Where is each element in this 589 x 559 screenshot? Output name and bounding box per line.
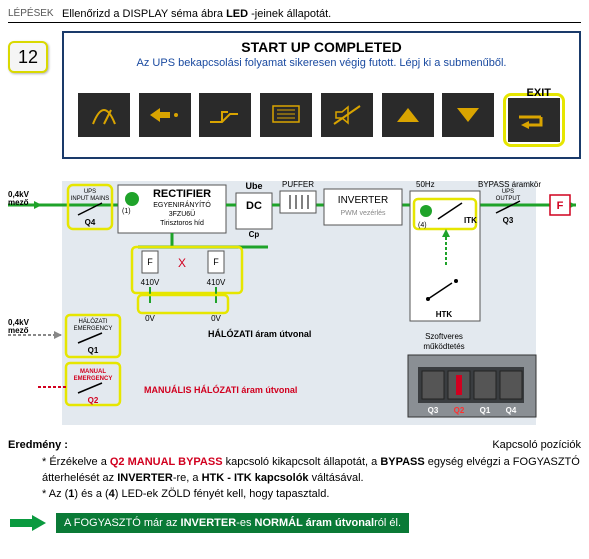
ups-diagram: 0,4kVmező UPS INPUT MAINS Q4 (1) RECTIFI… xyxy=(8,175,581,435)
svg-text:Cp: Cp xyxy=(249,230,260,239)
svg-text:410V: 410V xyxy=(141,278,160,287)
svg-text:UPS: UPS xyxy=(502,189,514,195)
svg-text:BYPASS áramkör: BYPASS áramkör xyxy=(478,180,541,189)
svg-text:Q3: Q3 xyxy=(428,406,439,415)
svg-text:PWM vezérlés: PWM vezérlés xyxy=(340,210,386,217)
diagram-svg: 0,4kVmező UPS INPUT MAINS Q4 (1) RECTIFI… xyxy=(8,175,581,435)
svg-text:HTK: HTK xyxy=(436,310,453,319)
panel-title: START UP COMPLETED xyxy=(74,39,569,55)
svg-text:Q4: Q4 xyxy=(506,406,517,415)
footer: A FOGYASZTÓ már az INVERTER-es NORMÁL ár… xyxy=(8,513,581,533)
svg-text:EGYENIRÁNYÍTÓ: EGYENIRÁNYÍTÓ xyxy=(153,200,211,209)
svg-text:Q4: Q4 xyxy=(85,218,96,227)
result-list: * Érzékelve a Q2 MANUAL BYPASS kapcsoló … xyxy=(42,455,581,503)
result-line-2: * Az (1) és a (4) LED-ek ZÖLD fényét kel… xyxy=(42,487,581,503)
exit-icon[interactable] xyxy=(508,98,560,142)
result-label: Eredmény : xyxy=(8,439,68,451)
svg-text:MANUAL: MANUAL xyxy=(80,369,106,375)
svg-text:Q2: Q2 xyxy=(88,396,99,405)
display-icon[interactable] xyxy=(260,93,312,137)
hand-icon[interactable] xyxy=(199,93,251,137)
result-line-1: * Érzékelve a Q2 MANUAL BYPASS kapcsoló … xyxy=(42,455,581,487)
step-number-badge: 12 xyxy=(8,41,48,73)
svg-text:Q1: Q1 xyxy=(480,406,491,415)
startup-panel: START UP COMPLETED Az UPS bekapcsolási f… xyxy=(62,31,581,159)
svg-text:INVERTER: INVERTER xyxy=(338,195,388,206)
svg-text:50Hz: 50Hz xyxy=(416,180,435,189)
exit-highlight xyxy=(503,93,565,147)
svg-text:HÁLÓZATI áram útvonal: HÁLÓZATI áram útvonal xyxy=(208,328,311,339)
svg-text:F: F xyxy=(557,200,564,212)
svg-text:(4): (4) xyxy=(418,222,427,229)
icon-row xyxy=(74,93,569,147)
svg-text:RECTIFIER: RECTIFIER xyxy=(153,188,211,200)
footer-bar: A FOGYASZTÓ már az INVERTER-es NORMÁL ár… xyxy=(56,513,409,533)
svg-text:X: X xyxy=(178,256,186,270)
svg-text:EMERGENCY: EMERGENCY xyxy=(74,326,113,332)
svg-text:Q1: Q1 xyxy=(88,346,99,355)
meter-icon[interactable] xyxy=(78,93,130,137)
mezo-top: 0,4kVmező xyxy=(8,190,30,207)
result-row: Eredmény : Kapcsoló pozíciók xyxy=(8,439,581,451)
steps-label: LÉPÉSEK xyxy=(8,8,62,19)
back-icon[interactable] xyxy=(139,93,191,137)
panel-subtitle: Az UPS bekapcsolási folyamat sikeresen v… xyxy=(74,57,569,69)
svg-text:ITK: ITK xyxy=(464,216,477,225)
svg-text:3FZU6Ü: 3FZU6Ü xyxy=(169,210,195,218)
svg-text:Ube: Ube xyxy=(245,181,262,191)
kapcsolo-label: Kapcsoló pozíciók xyxy=(492,439,581,451)
svg-text:OUTPUT: OUTPUT xyxy=(496,196,521,202)
svg-text:INPUT MAINS: INPUT MAINS xyxy=(71,196,110,202)
svg-text:F: F xyxy=(213,257,219,267)
down-icon[interactable] xyxy=(442,93,494,137)
svg-text:0,4kVmező: 0,4kVmező xyxy=(8,318,30,335)
svg-text:UPS: UPS xyxy=(84,189,96,195)
svg-text:DC: DC xyxy=(246,200,262,212)
svg-text:PUFFER: PUFFER xyxy=(282,180,314,189)
mute-icon[interactable] xyxy=(321,93,373,137)
svg-text:F: F xyxy=(147,257,153,267)
header-row: LÉPÉSEK Ellenőrizd a DISPLAY séma ábra L… xyxy=(8,8,581,23)
svg-text:Q2: Q2 xyxy=(454,406,465,415)
footer-arrow-icon xyxy=(8,513,48,533)
header-text: Ellenőrizd a DISPLAY séma ábra LED -jein… xyxy=(62,8,331,20)
svg-text:MANUÁLIS HÁLÓZATI áram útvonal: MANUÁLIS HÁLÓZATI áram útvonal xyxy=(144,384,297,395)
svg-text:Szoftveres: Szoftveres xyxy=(425,332,463,341)
svg-text:(1): (1) xyxy=(122,208,131,215)
svg-text:működtetés: működtetés xyxy=(423,342,464,351)
svg-text:HÁLÓZATI: HÁLÓZATI xyxy=(79,318,108,325)
svg-text:EMERGENCY: EMERGENCY xyxy=(74,376,113,382)
svg-text:0V: 0V xyxy=(211,314,221,323)
svg-text:Tirisztoros híd: Tirisztoros híd xyxy=(160,220,204,227)
svg-text:0V: 0V xyxy=(145,314,155,323)
svg-text:Q3: Q3 xyxy=(503,216,514,225)
svg-text:410V: 410V xyxy=(207,278,226,287)
up-icon[interactable] xyxy=(382,93,434,137)
